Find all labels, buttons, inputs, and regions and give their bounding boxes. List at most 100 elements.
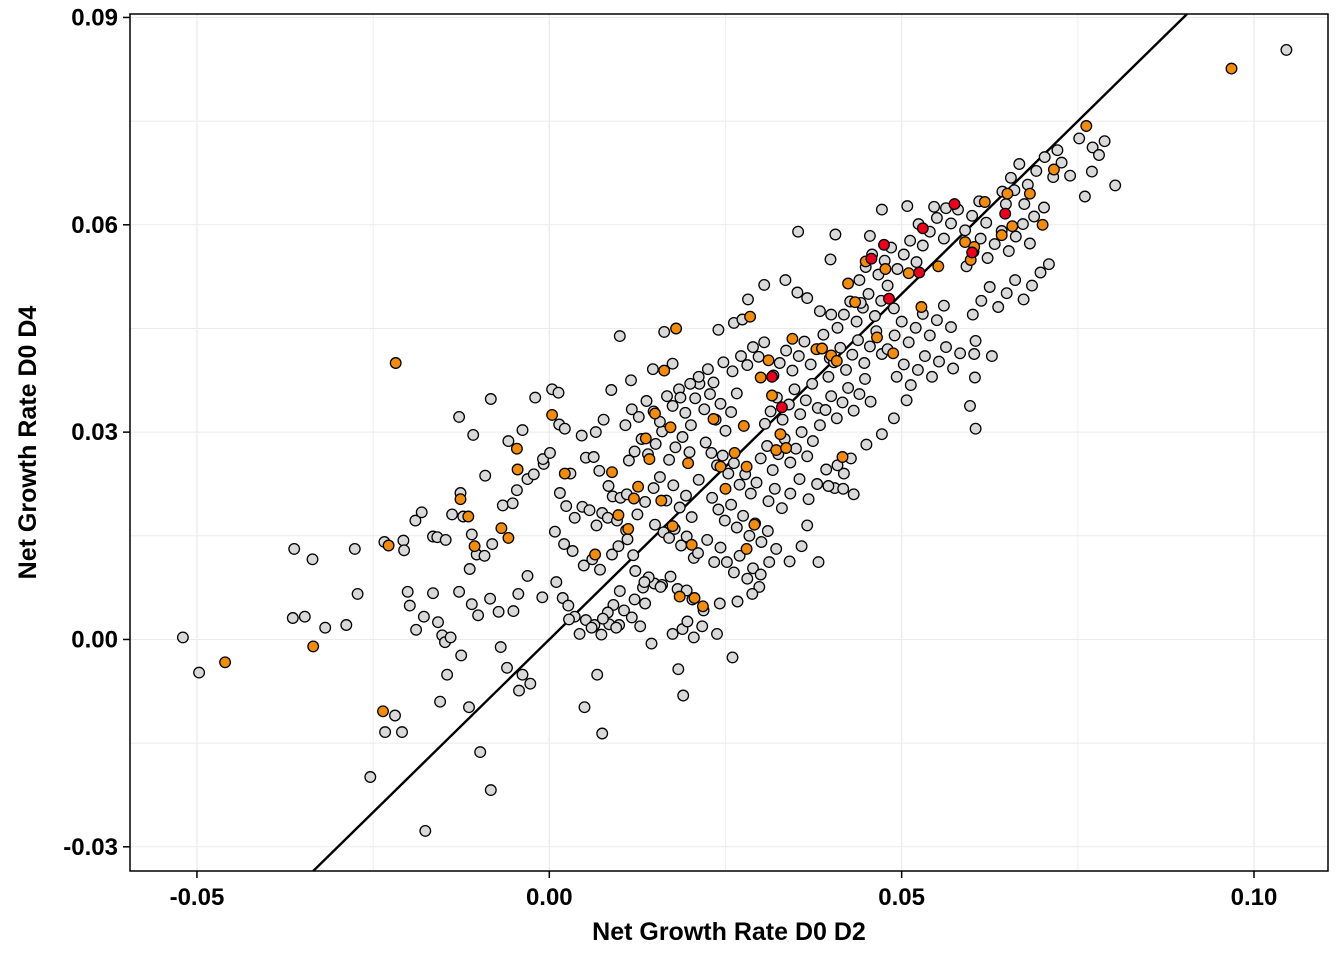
data-point-gray (516, 424, 529, 437)
data-point-gray (685, 511, 698, 524)
data-point-orange (219, 656, 232, 669)
data-point-gray (692, 547, 704, 560)
data-point-gray (720, 556, 733, 569)
data-point-gray (776, 413, 789, 426)
data-point-gray (664, 570, 677, 583)
data-point-gray (562, 599, 575, 612)
data-point-gray (701, 363, 714, 376)
data-point-gray (825, 390, 838, 403)
data-point-orange (816, 342, 828, 355)
data-point-orange (719, 482, 732, 495)
data-point-red (913, 266, 926, 279)
data-point-gray (901, 200, 914, 213)
data-point-gray (472, 609, 485, 622)
data-point-gray (348, 542, 361, 555)
data-point-gray (909, 321, 922, 334)
data-point-gray (1009, 230, 1022, 243)
data-point-gray (779, 274, 792, 287)
data-point-gray (731, 595, 744, 608)
data-point-gray (974, 232, 987, 245)
data-point-gray (613, 585, 626, 598)
data-point-orange (502, 531, 515, 544)
data-point-gray (916, 239, 929, 252)
data-point-orange (649, 407, 661, 420)
data-point-gray (773, 357, 786, 369)
data-point-orange (1006, 220, 1019, 233)
data-point-gray (847, 404, 860, 417)
data-point-gray (646, 363, 659, 376)
data-point-gray (747, 562, 759, 575)
data-point-gray (1093, 149, 1105, 161)
y-tick-label: 0.09 (71, 4, 118, 31)
data-point-gray (625, 403, 638, 416)
data-point-gray (558, 538, 571, 551)
data-point-gray (887, 302, 900, 315)
data-point-gray (494, 641, 507, 654)
data-point-gray (712, 323, 725, 336)
data-point-gray (802, 493, 815, 506)
data-point-gray (985, 350, 998, 363)
data-point-gray (795, 540, 808, 553)
data-point-gray (681, 615, 694, 628)
data-point-gray (628, 593, 641, 606)
data-point-gray (704, 388, 716, 401)
data-point-orange (643, 453, 656, 466)
data-point-gray (619, 419, 632, 432)
data-point-orange (786, 332, 799, 345)
data-point-gray (806, 377, 819, 390)
data-point-gray (766, 464, 779, 477)
data-point-gray (733, 478, 746, 491)
data-point-orange (995, 229, 1008, 242)
data-point-gray (770, 542, 783, 555)
data-point-gray (379, 726, 392, 739)
data-point-gray (829, 228, 842, 241)
data-point-gray (696, 620, 709, 633)
data-point-gray (820, 463, 833, 476)
data-point-gray (560, 500, 573, 513)
data-point-red (766, 370, 778, 383)
data-point-gray (340, 619, 353, 631)
data-point-gray (401, 585, 414, 598)
data-point-gray (714, 397, 727, 410)
data-point-gray (629, 565, 642, 577)
data-point-orange (670, 322, 683, 335)
data-point-gray (743, 529, 756, 542)
data-point-gray (640, 395, 653, 407)
data-point-gray (610, 621, 623, 634)
data-point-gray (306, 553, 319, 566)
data-point-orange (612, 509, 625, 522)
data-point-orange (836, 451, 849, 463)
data-point-gray (658, 325, 671, 338)
data-point-gray (484, 592, 497, 605)
data-point-gray (902, 336, 915, 349)
data-point-orange (978, 196, 991, 208)
data-point-orange (688, 592, 701, 604)
data-point-gray (969, 334, 982, 347)
data-point-gray (830, 412, 843, 425)
data-point-gray (621, 533, 634, 546)
data-point-gray (585, 621, 598, 634)
data-point-gray (463, 701, 475, 714)
data-point-orange (627, 492, 640, 505)
data-point-gray (698, 403, 711, 416)
data-point-gray (653, 471, 666, 484)
data-point-gray (573, 627, 586, 640)
data-point-orange (1225, 62, 1238, 75)
data-point-gray (795, 426, 808, 439)
data-point-gray (1055, 156, 1068, 169)
data-point-gray (1000, 287, 1013, 300)
data-point-gray (527, 468, 540, 481)
data-point-gray (578, 701, 591, 714)
data-point-red (865, 252, 878, 265)
data-point-gray (763, 556, 776, 569)
data-point-gray (780, 344, 793, 357)
data-point-gray (937, 232, 950, 245)
data-point-gray (553, 487, 566, 499)
data-point-orange (780, 442, 793, 454)
data-point-orange (959, 236, 972, 249)
data-point-gray (692, 370, 705, 383)
data-point-gray (389, 709, 401, 722)
data-point-gray (904, 379, 917, 392)
data-point-gray (846, 348, 859, 361)
data-point-gray (792, 225, 805, 238)
